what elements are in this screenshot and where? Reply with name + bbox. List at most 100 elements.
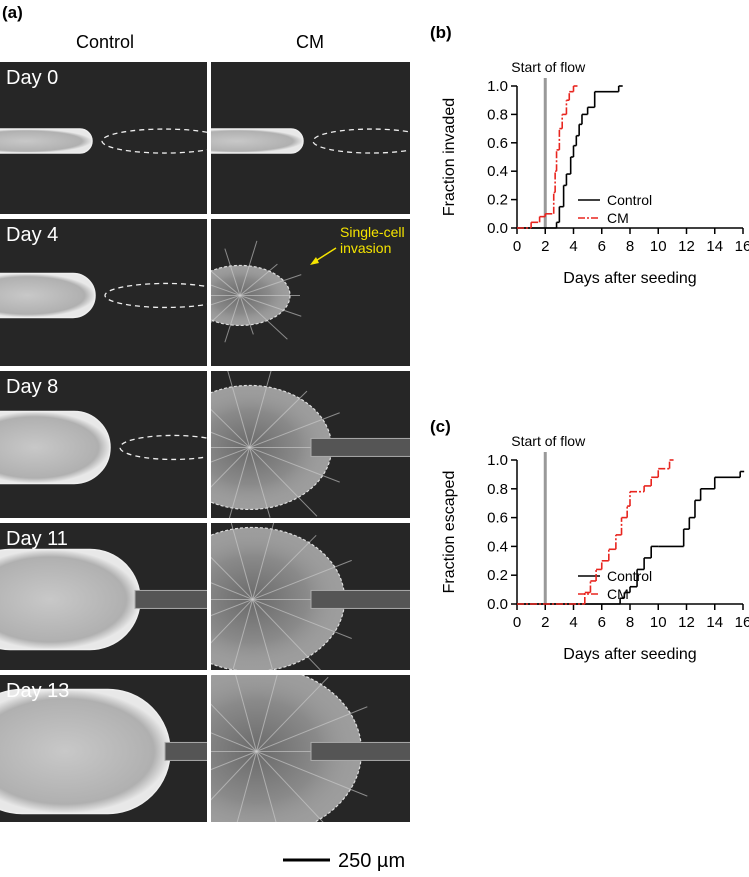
annotation-arrow — [313, 247, 337, 263]
x-tick-label: 6 — [598, 238, 606, 255]
protrusion — [211, 284, 241, 296]
x-tick-label: 12 — [678, 614, 695, 631]
scale-bar-label: 250 µm — [338, 850, 405, 872]
flow-label: Start of flow — [511, 59, 586, 75]
y-tick-label: 0.8 — [487, 481, 508, 498]
y-tick-label: 0.6 — [487, 510, 508, 527]
protrusion — [249, 390, 308, 448]
channel-outline — [119, 434, 207, 461]
legend-label: CM — [607, 210, 629, 226]
protrusion — [211, 447, 250, 488]
micrograph — [211, 523, 410, 670]
protrusion — [227, 371, 251, 448]
x-tick-label: 8 — [626, 614, 634, 631]
x-tick-label: 14 — [706, 614, 723, 631]
protrusion — [239, 295, 254, 335]
protrusion — [252, 523, 275, 600]
protrusion — [224, 295, 241, 343]
protrusion — [211, 295, 241, 323]
y-tick-label: 0.2 — [487, 192, 508, 209]
protrusion — [249, 412, 340, 448]
protrusion — [249, 447, 271, 518]
x-tick-label: 0 — [513, 238, 521, 255]
y-tick-label: 0.0 — [487, 596, 508, 613]
protrusion — [239, 263, 278, 296]
protrusion — [249, 446, 340, 483]
protrusion — [256, 706, 368, 752]
protrusion — [211, 446, 250, 463]
micrograph — [0, 675, 207, 822]
y-tick-label: 0.4 — [487, 538, 508, 555]
protrusion — [211, 732, 257, 752]
channel-cells — [134, 589, 207, 609]
channel-outline — [104, 282, 207, 309]
x-tick-label: 14 — [706, 238, 723, 255]
micrograph — [211, 675, 410, 822]
protrusion — [232, 599, 254, 670]
protrusion — [252, 599, 322, 670]
y-tick-label: 0.0 — [487, 220, 508, 237]
channel-cells — [310, 741, 410, 761]
x-tick-label: 16 — [735, 614, 749, 631]
legend-label: CM — [607, 586, 629, 602]
panel-label: (a) — [2, 3, 23, 22]
panel-label: (b) — [430, 23, 452, 42]
column-header: CM — [296, 32, 324, 52]
protrusion — [239, 274, 302, 296]
x-tick-label: 8 — [626, 238, 634, 255]
row-label: Day 11 — [6, 528, 68, 550]
y-tick-label: 1.0 — [487, 452, 508, 469]
protrusion — [239, 295, 288, 340]
column-header: Control — [76, 32, 134, 52]
x-tick-label: 4 — [569, 238, 577, 255]
y-tick-label: 0.6 — [487, 135, 508, 152]
protrusion — [211, 598, 253, 617]
channel-outline — [101, 128, 207, 154]
micrograph — [211, 219, 410, 366]
protrusion — [239, 240, 258, 296]
channel-outline — [312, 128, 410, 154]
protrusion — [211, 431, 250, 448]
x-tick-label: 10 — [650, 238, 667, 255]
protrusion — [211, 751, 257, 801]
protrusion — [252, 599, 274, 670]
row-label: Day 0 — [6, 67, 58, 89]
protrusion — [239, 294, 302, 317]
y-axis-label: Fraction invaded — [441, 98, 458, 216]
spheroid — [0, 688, 171, 815]
protrusion — [211, 750, 257, 771]
channel-cells — [310, 589, 410, 609]
legend-label: Control — [607, 568, 652, 584]
protrusion — [211, 703, 257, 752]
micrograph — [0, 62, 207, 214]
x-axis-label: Days after seeding — [563, 646, 696, 663]
image-grid: Day 0 Day 4 Day 8 Day 11 Day 13 — [0, 62, 410, 822]
y-axis-label: Fraction escaped — [441, 471, 458, 594]
arrow-head — [310, 257, 319, 265]
protrusion — [211, 556, 253, 600]
protrusion — [211, 294, 241, 306]
annotation: invasion — [340, 240, 391, 256]
spheroid — [211, 128, 304, 154]
protrusion — [256, 751, 277, 822]
channel-cells — [310, 437, 410, 457]
spheroid — [0, 272, 96, 319]
y-tick-label: 0.4 — [487, 163, 508, 180]
x-tick-label: 16 — [735, 238, 749, 255]
protrusion — [256, 676, 329, 752]
micrograph — [0, 371, 207, 518]
protrusion — [211, 582, 253, 600]
protrusion — [249, 447, 318, 517]
protrusion — [211, 599, 253, 644]
micrograph — [0, 523, 207, 670]
x-tick-label: 2 — [541, 614, 549, 631]
x-tick-label: 6 — [598, 614, 606, 631]
protrusion — [256, 751, 324, 822]
spheroid — [0, 548, 141, 651]
x-tick-label: 0 — [513, 614, 521, 631]
channel-cells — [164, 741, 207, 761]
protrusion — [211, 408, 250, 448]
y-tick-label: 0.8 — [487, 106, 508, 123]
micrograph — [211, 62, 410, 214]
x-tick-label: 12 — [678, 238, 695, 255]
